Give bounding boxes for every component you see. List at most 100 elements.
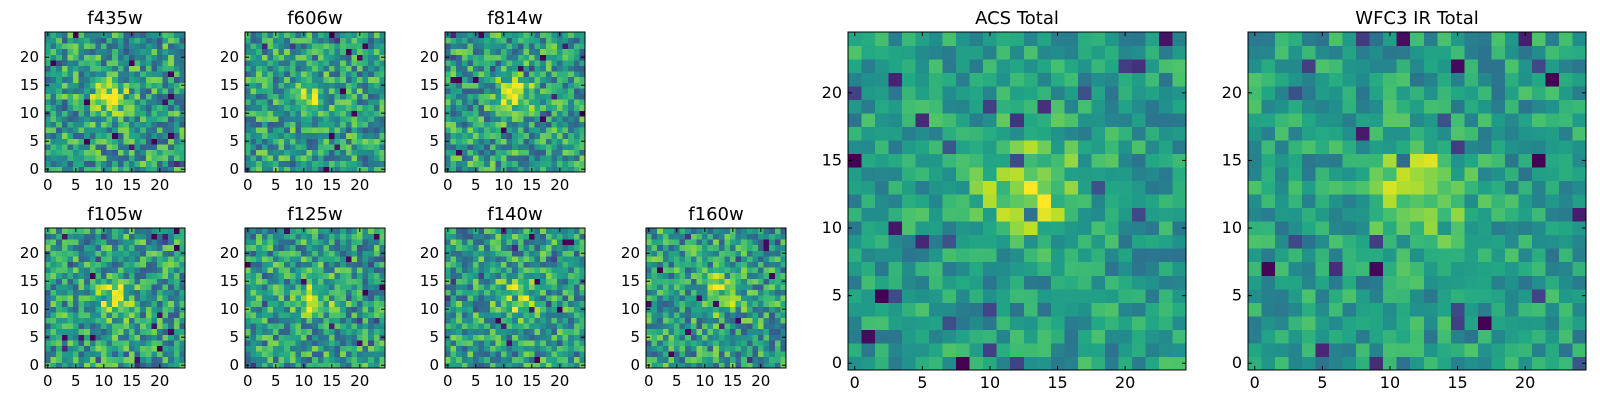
heatmap-cell (551, 76, 558, 83)
heatmap-cell (273, 99, 279, 106)
heatmap-cell (129, 132, 135, 139)
heatmap-cell (340, 166, 347, 173)
heatmap-cell (1023, 221, 1038, 236)
heatmap-cell (151, 328, 158, 335)
heatmap-cell (284, 233, 291, 240)
heatmap-cell (45, 127, 51, 134)
heatmap-cell (179, 48, 186, 55)
heatmap-cell (562, 54, 569, 61)
heatmap-cell (73, 48, 79, 55)
heatmap-cell (67, 43, 74, 50)
heatmap-cell (256, 155, 263, 162)
heatmap-cell (61, 356, 68, 363)
heatmap-cell (145, 116, 152, 122)
heatmap-cell (1104, 356, 1119, 371)
heatmap-cell (250, 256, 257, 262)
heatmap-cell (467, 99, 474, 106)
heatmap-cell (517, 351, 524, 358)
heatmap-cell (568, 144, 575, 150)
heatmap-cell (461, 93, 468, 100)
heatmap-cell (345, 239, 352, 246)
heatmap-cell (162, 340, 169, 346)
heatmap-cell (245, 239, 251, 246)
heatmap-cell (112, 82, 119, 89)
heatmap-cell (151, 362, 158, 369)
heatmap-cell (362, 88, 369, 94)
heatmap-cell (362, 306, 369, 313)
heatmap-cell (78, 160, 85, 167)
heatmap-cell (517, 272, 524, 279)
heatmap-cell (1064, 234, 1079, 249)
heatmap-cell (273, 328, 279, 335)
heatmap-cell (478, 228, 485, 234)
heatmap-cell (674, 323, 680, 330)
heatmap-cell (646, 312, 652, 318)
heatmap-cell (473, 284, 479, 290)
heatmap-cell (106, 356, 113, 363)
heatmap-cell (1131, 342, 1146, 357)
heatmap-cell (357, 48, 363, 55)
heatmap-cell (983, 194, 998, 209)
heatmap-cell (78, 351, 85, 358)
heatmap-cell (140, 76, 147, 83)
heatmap-cell (529, 295, 535, 302)
heatmap-cell (718, 340, 725, 346)
heatmap-cell (848, 275, 862, 290)
heatmap-cell (256, 340, 263, 346)
heatmap-cell (140, 295, 147, 302)
heatmap-cell (568, 110, 575, 117)
heatmap-cell (668, 250, 675, 257)
heatmap-cell (50, 76, 57, 83)
heatmap-cell (179, 71, 186, 78)
heatmap-cell (123, 233, 130, 240)
heatmap-cell (306, 127, 313, 134)
heatmap-cell (157, 155, 163, 162)
heatmap-cell (373, 48, 380, 55)
heatmap-cell (489, 121, 496, 128)
heatmap-cell (495, 104, 502, 111)
heatmap-cell (484, 295, 491, 302)
heatmap-cell (685, 317, 692, 324)
heatmap-cell (379, 43, 386, 50)
heatmap-cell (573, 82, 580, 89)
heatmap-cell (334, 76, 341, 83)
heatmap-cell (157, 317, 163, 324)
heatmap-cell (89, 233, 96, 240)
heatmap-cell (1064, 315, 1079, 330)
heatmap-cell (540, 144, 547, 150)
heatmap-cell (501, 88, 507, 94)
heatmap-cell (106, 233, 113, 240)
heatmap-cell (168, 144, 175, 150)
heatmap-cell (467, 345, 474, 352)
heatmap-cell (84, 300, 91, 307)
heatmap-cell (713, 356, 720, 363)
heatmap-cell (278, 267, 285, 274)
heatmap-cell (112, 312, 119, 318)
heatmap-cell (512, 312, 519, 318)
heatmap-cell (134, 104, 141, 111)
heatmap-cell (273, 334, 279, 341)
heatmap-cell (173, 160, 180, 167)
heatmap-cell (478, 110, 485, 117)
heatmap-cell (495, 160, 502, 167)
heatmap-cell (1104, 207, 1119, 222)
heatmap-cell (517, 256, 524, 262)
heatmap-cell (557, 82, 563, 89)
heatmap-cell (545, 228, 552, 234)
heatmap-cell (351, 121, 358, 128)
heatmap-cell (256, 65, 263, 72)
heatmap-cell (84, 267, 91, 274)
heatmap-cell (368, 267, 375, 274)
heatmap-cell (445, 300, 451, 307)
heatmap-cell (646, 244, 652, 251)
heatmap-cell (117, 116, 124, 122)
heatmap-cell (523, 345, 530, 352)
heatmap-cell (317, 323, 324, 330)
heatmap-cell (501, 351, 507, 358)
heatmap-cell (312, 289, 319, 296)
heatmap-cell (445, 317, 451, 324)
heatmap-cell (379, 149, 386, 156)
heatmap-cell (562, 82, 569, 89)
x-tick-label: 10 (94, 372, 113, 390)
heatmap-cell (557, 127, 563, 134)
